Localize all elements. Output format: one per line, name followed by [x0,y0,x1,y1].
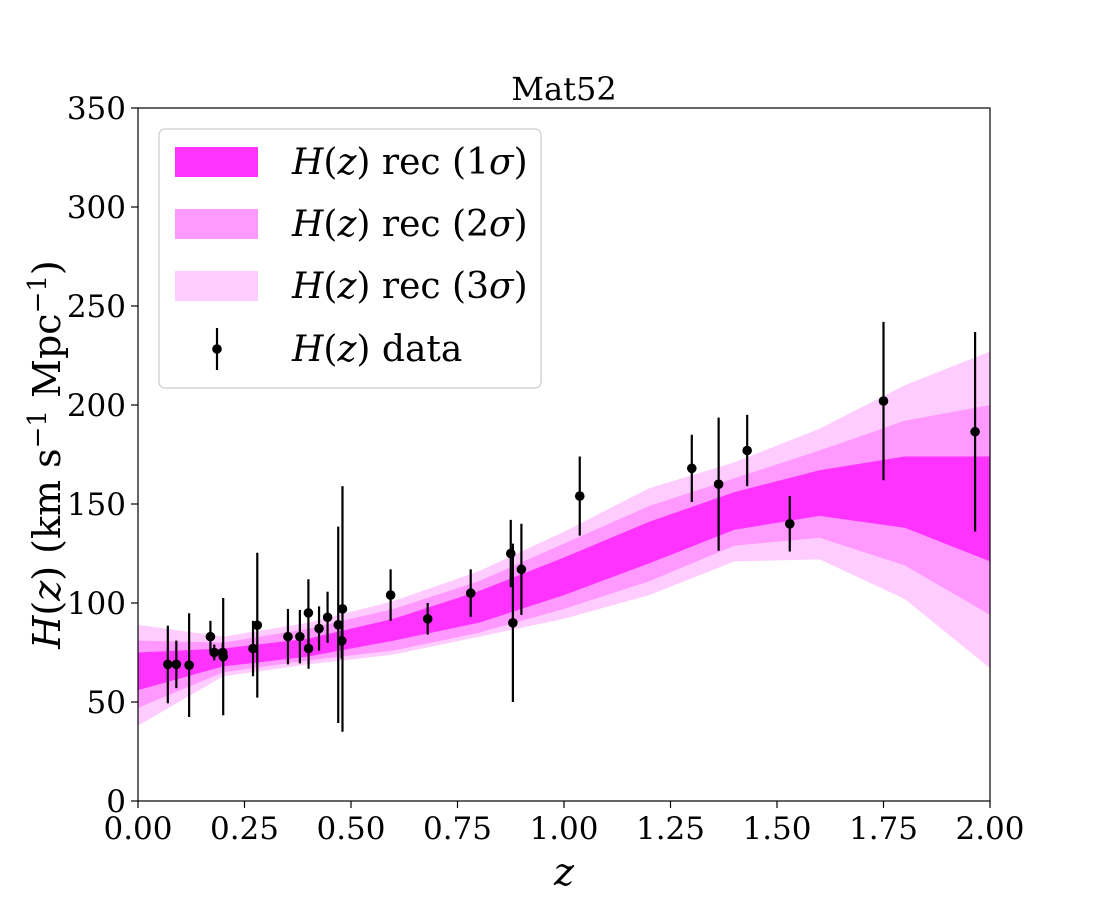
data-point [784,519,795,529]
y-axis-label: H(z) (km s−1 Mpc−1) [23,260,69,649]
x-tick-label: 0.25 [210,811,279,847]
data-point [184,660,194,670]
y-tick-label: 100 [67,586,126,622]
legend-marker-point [212,344,222,354]
data-point [505,548,516,559]
y-tick-label: 0 [106,784,126,820]
legend-swatch-3sigma [175,271,258,301]
data-point [574,491,585,501]
x-axis-label: z [553,850,575,894]
x-tick-label: 1.75 [849,811,918,847]
data-point [322,612,333,623]
data-point [336,636,347,646]
data-point [878,396,889,406]
data-point [205,631,216,642]
x-axis-ticks: 0.00 0.25 0.50 0.75 1.00 1.25 1.50 1.75 2.00 [103,801,1025,847]
ylabel-unit-pre: (km s [25,448,69,553]
legend-swatch-1sigma [175,147,258,177]
data-point [970,426,980,437]
x-tick-label: 0.75 [423,811,492,847]
legend-swatch-2sigma [175,209,258,239]
legend-label: H(z) rec (3σ) [291,266,528,307]
data-point [687,463,697,474]
data-point [314,623,324,634]
x-tick-label: 0.00 [103,811,172,847]
data-point [422,614,433,624]
y-tick-label: 350 [67,91,126,127]
data-point [465,588,476,598]
data-point [218,651,228,662]
ylabel-exp2: −1 [23,275,53,313]
ylabel-exp1: −1 [23,410,53,448]
data-point [248,643,258,654]
data-point [303,643,314,654]
data-point [385,590,396,600]
data-point [333,619,344,630]
data-point [209,647,220,658]
chart-title: Mat52 [511,70,616,108]
y-tick-label: 300 [67,190,126,226]
x-tick-label: 0.50 [316,811,385,847]
ylabel-unit-post: ) [25,260,69,275]
data-point [252,620,263,630]
data-point [713,479,724,490]
y-tick-label: 250 [67,289,126,325]
data-point [742,445,752,456]
y-tick-label: 200 [67,388,126,424]
x-tick-label: 2.00 [955,811,1024,847]
data-point [508,618,518,628]
band-1sigma [138,456,990,691]
data-point [303,608,314,618]
y-tick-label: 50 [87,685,126,721]
ylabel-unit-mid: Mpc [25,313,69,410]
ylabel-func: H [25,615,69,650]
y-axis-ticks: 0 50 100 150 200 250 300 350 [67,91,138,820]
data-point [295,631,305,642]
x-tick-label: 1.00 [529,811,598,847]
legend-label: H(z) data [291,329,462,370]
data-point [171,659,182,670]
legend-label: H(z) rec (1σ) [291,142,528,183]
legend-label: H(z) rec (2σ) [291,204,528,245]
x-tick-label: 1.25 [636,811,705,847]
data-point [163,659,173,670]
x-tick-label: 1.50 [742,811,811,847]
data-points [163,396,980,670]
legend-box [158,128,542,389]
data-point [283,631,293,642]
data-point [516,564,527,575]
data-point [337,604,348,614]
ylabel-arg: z [25,580,69,602]
confidence-bands [138,351,990,726]
y-tick-label: 150 [67,487,126,523]
legend: H(z) rec (1σ) H(z) rec (2σ) H(z) rec (3σ) H… [158,128,542,389]
